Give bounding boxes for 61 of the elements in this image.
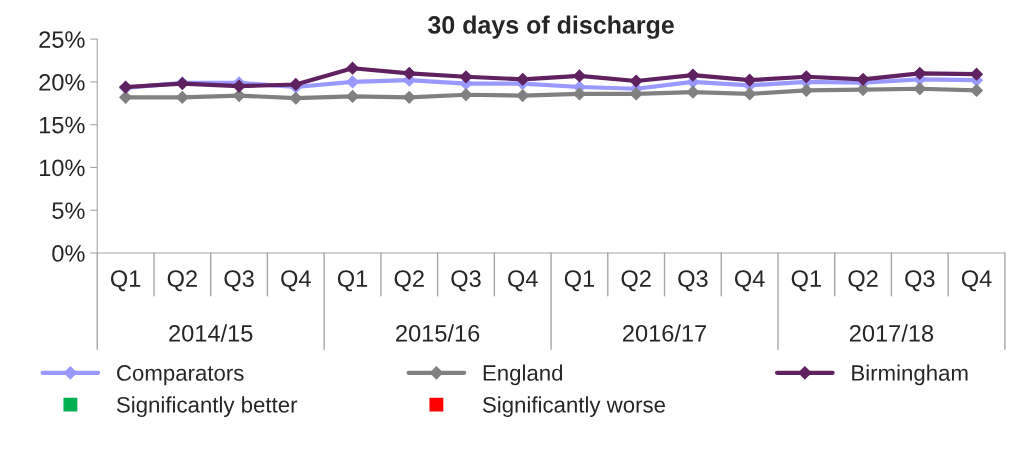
point	[629, 74, 643, 88]
point	[573, 69, 586, 83]
point	[346, 61, 359, 75]
legend-label: Birmingham	[852, 364, 968, 386]
x-tick-label: Q1	[791, 270, 821, 292]
text: 2014/15	[169, 324, 253, 342]
y-tick-label: 0%	[52, 245, 85, 262]
x-tick-label: Q4	[961, 270, 992, 292]
x-tick-label: Q1	[337, 270, 368, 292]
point	[459, 70, 473, 84]
x-tick-label: Q2	[621, 270, 651, 292]
point	[175, 90, 189, 104]
point	[402, 90, 416, 104]
point	[686, 68, 700, 82]
y-tick-label: 5%	[52, 202, 85, 219]
x-tick-label: Q1	[110, 270, 141, 292]
y-tick-label: 10%	[39, 159, 85, 177]
point	[402, 66, 416, 80]
point	[686, 85, 700, 99]
x-tick-label: Q3	[905, 270, 935, 292]
point	[516, 72, 530, 86]
x-tick-label: Q4	[281, 270, 311, 292]
text: 2017/18	[849, 324, 934, 342]
x-tick-label: Q3	[678, 270, 708, 292]
point	[346, 75, 359, 89]
point	[913, 82, 927, 96]
x-tick-label: Q3	[451, 270, 481, 292]
point	[856, 72, 870, 86]
chart-title: 30 days of discharge	[427, 15, 674, 39]
x-tick-label: Q2	[167, 270, 197, 292]
legend-label: England	[483, 364, 563, 386]
x-tick-label: Q3	[224, 270, 254, 292]
point	[743, 73, 757, 87]
legend-label: Significantly better	[116, 396, 298, 418]
point	[289, 91, 303, 105]
point	[743, 87, 757, 101]
point	[232, 89, 246, 102]
legend-label: Significantly worse	[482, 396, 665, 418]
point	[970, 67, 983, 81]
y-tick-label: 15%	[39, 116, 85, 134]
x-tick-label: Q2	[848, 270, 878, 292]
point	[913, 66, 927, 80]
point	[516, 89, 530, 102]
point	[856, 83, 870, 97]
x-tick-label: Q1	[564, 270, 595, 292]
x-tick-label: Q2	[394, 270, 424, 292]
legend-label: Comparators	[117, 365, 244, 386]
y-tick-label: 25%	[39, 31, 85, 48]
x-tick-label: Q4	[734, 270, 765, 292]
text: 2015/16	[396, 324, 480, 342]
point	[799, 84, 813, 97]
point	[573, 87, 586, 101]
x-tick-label: Q4	[508, 270, 538, 292]
point	[629, 87, 643, 101]
point	[970, 84, 983, 97]
text: 2016/17	[623, 324, 707, 342]
point	[346, 90, 359, 103]
y-tick-label: 20%	[39, 73, 85, 91]
point	[459, 88, 473, 102]
point	[799, 70, 813, 84]
point	[119, 90, 133, 104]
